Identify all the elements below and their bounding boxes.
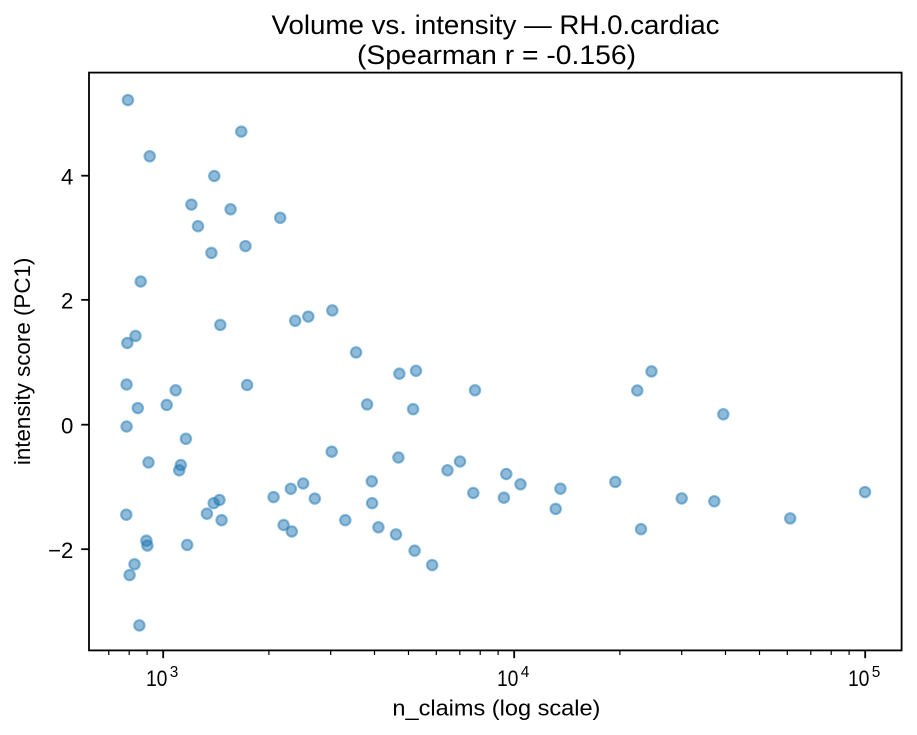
svg-text:2: 2 [61,289,73,314]
svg-text:intensity score (PC1): intensity score (PC1) [10,258,35,466]
svg-text:10: 10 [848,666,870,691]
svg-text:−2: −2 [48,538,73,563]
svg-text:4: 4 [61,164,73,189]
svg-text:10: 10 [146,666,168,691]
svg-text:n_claims (log scale): n_claims (log scale) [392,696,600,721]
svg-text:3: 3 [170,664,179,681]
svg-text:5: 5 [872,664,881,681]
svg-text:0: 0 [61,413,73,438]
svg-text:(Spearman r = -0.156): (Spearman r = -0.156) [357,40,636,70]
svg-text:4: 4 [521,664,530,681]
svg-text:10: 10 [497,666,519,691]
svg-text:Volume vs. intensity — RH.0.ca: Volume vs. intensity — RH.0.cardiac [272,10,720,40]
